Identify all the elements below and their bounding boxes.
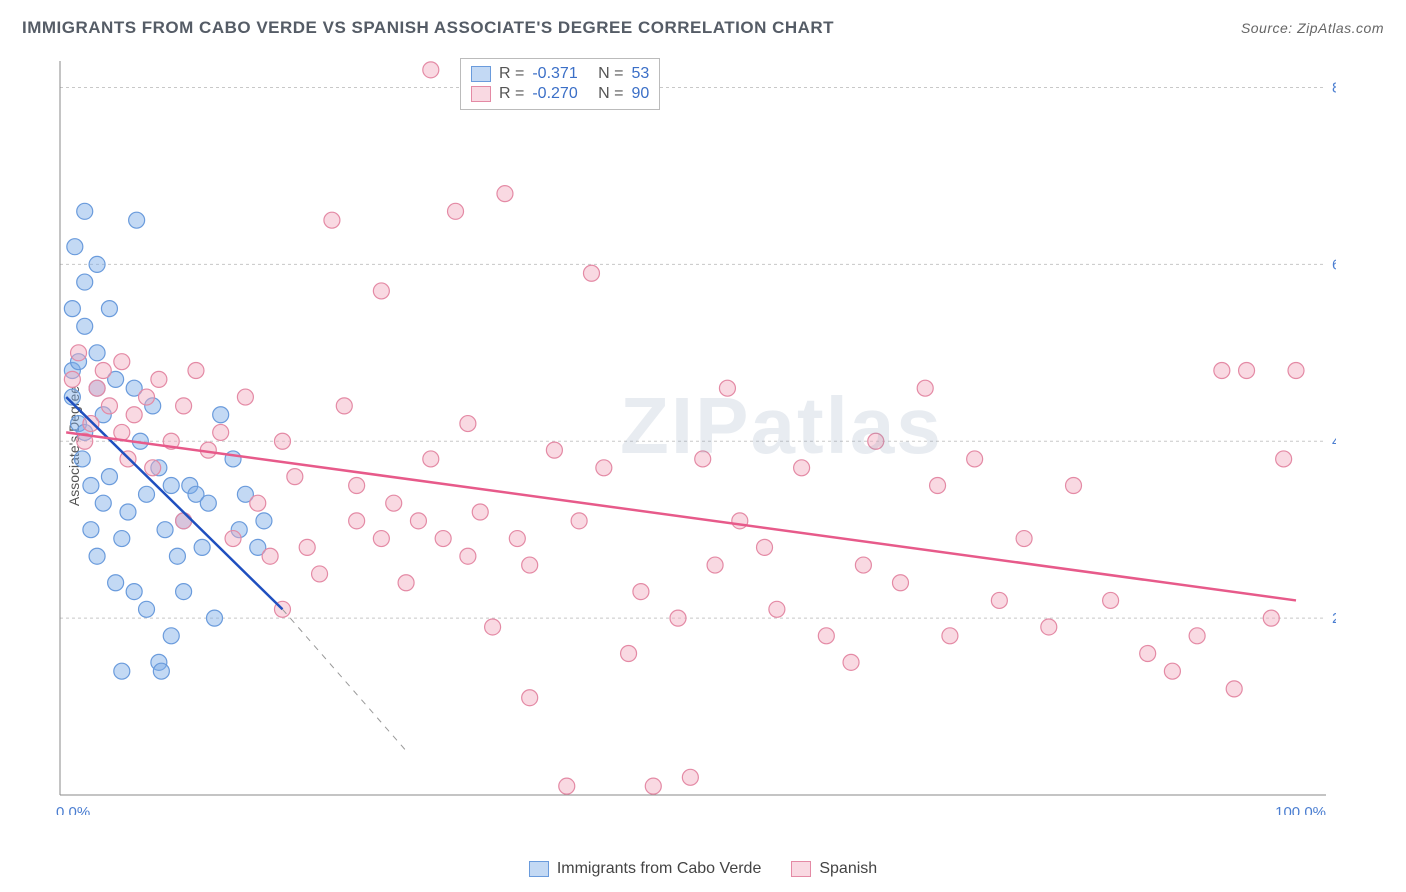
stats-row-a: R = -0.371 N = 53 [471,65,649,83]
n-label: N = [598,85,623,103]
legend-label-a: Immigrants from Cabo Verde [557,860,762,878]
legend-item-a: Immigrants from Cabo Verde [529,860,762,878]
swatch-b-icon [791,861,811,877]
legend-label-b: Spanish [819,860,877,878]
svg-text:100.0%: 100.0% [1275,804,1326,815]
swatch-a-icon [529,861,549,877]
plot-area: 20.0% 40.0% 60.0% 80.0% 0.0% 100.0% [50,55,1336,815]
legend-item-b: Spanish [791,860,877,878]
svg-text:0.0%: 0.0% [56,804,90,815]
n-value-a: 53 [632,65,650,83]
stats-legend: R = -0.371 N = 53 R = -0.270 N = 90 [460,58,660,110]
svg-text:80.0%: 80.0% [1332,80,1336,97]
title-bar: IMMIGRANTS FROM CABO VERDE VS SPANISH AS… [22,18,1384,38]
svg-text:20.0%: 20.0% [1332,610,1336,627]
n-label: N = [598,65,623,83]
chart-title: IMMIGRANTS FROM CABO VERDE VS SPANISH AS… [22,18,834,38]
swatch-a-icon [471,66,491,82]
svg-text:60.0%: 60.0% [1332,256,1336,273]
stats-row-b: R = -0.270 N = 90 [471,85,649,103]
scatter-svg: 20.0% 40.0% 60.0% 80.0% 0.0% 100.0% [50,55,1336,815]
source-label: Source: ZipAtlas.com [1241,20,1384,36]
series-legend: Immigrants from Cabo Verde Spanish [0,860,1406,878]
r-value-a: -0.371 [532,65,577,83]
svg-text:40.0%: 40.0% [1332,433,1336,450]
r-label: R = [499,85,524,103]
r-value-b: -0.270 [532,85,577,103]
swatch-b-icon [471,86,491,102]
r-label: R = [499,65,524,83]
n-value-b: 90 [632,85,650,103]
